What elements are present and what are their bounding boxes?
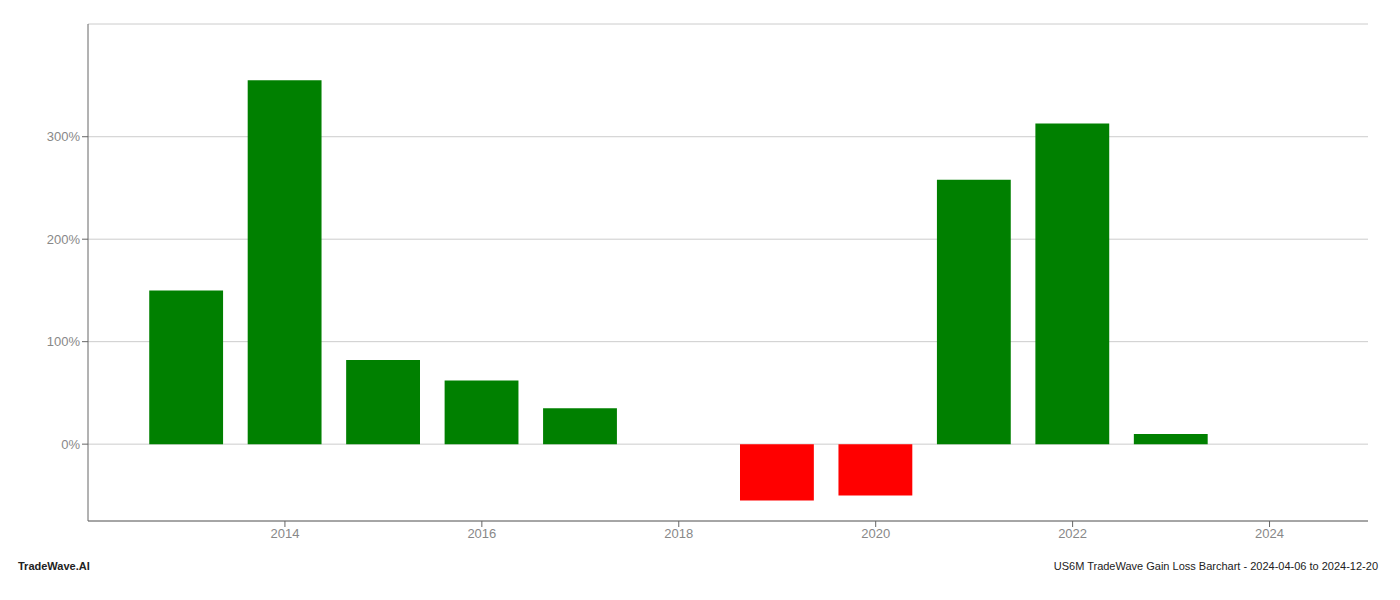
svg-text:0%: 0% [61, 437, 80, 452]
html-text:TradeWave.AI: TradeWave.AI [18, 560, 90, 572]
svg-text:300%: 300% [47, 129, 81, 144]
html-text:US6M TradeWave Gain Loss Barch: US6M TradeWave Gain Loss Barchart - 2024… [1053, 560, 1378, 572]
svg-text:2020: 2020 [861, 526, 890, 541]
svg-text:2018: 2018 [664, 526, 693, 541]
svg-text:2014: 2014 [270, 526, 299, 541]
svg-text:2022: 2022 [1058, 526, 1087, 541]
svg-text:2016: 2016 [467, 526, 496, 541]
svg-text:2024: 2024 [1255, 526, 1284, 541]
svg-text:100%: 100% [47, 334, 81, 349]
svg-text:200%: 200% [47, 232, 81, 247]
